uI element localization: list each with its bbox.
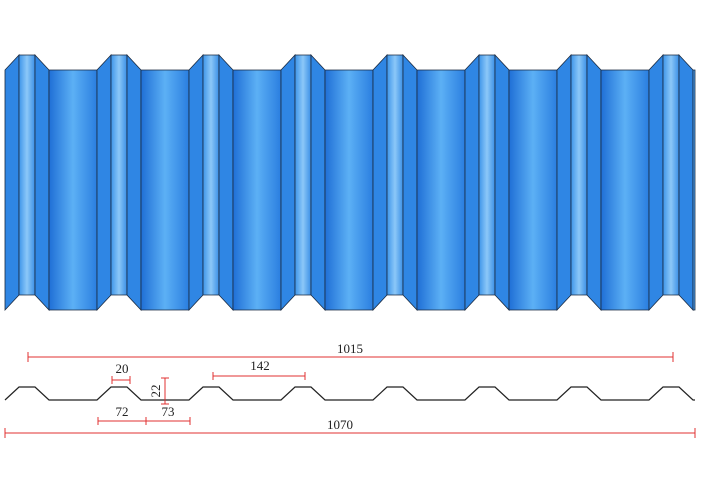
sheet-part <box>4 53 20 312</box>
dim-line <box>4 428 696 438</box>
dim-line <box>111 376 131 384</box>
sheet-part <box>188 53 204 312</box>
sheet-part <box>18 54 36 296</box>
sheet-part <box>48 69 98 311</box>
sheet-part <box>310 53 326 312</box>
sheet-part <box>478 54 496 296</box>
sheet-part <box>372 53 388 312</box>
dim-label: 72 <box>116 404 129 419</box>
sheet-part <box>218 53 234 312</box>
sheet-part <box>34 53 50 312</box>
dim-line <box>27 352 674 362</box>
sheet-part <box>110 54 128 296</box>
sheet-part <box>586 53 602 312</box>
sheet-part <box>464 53 480 312</box>
roof-sheet <box>4 53 696 312</box>
profile-line <box>4 386 695 401</box>
sheet-part <box>648 53 664 312</box>
sheet-part <box>280 53 296 312</box>
sheet-part <box>140 69 190 311</box>
dim-label: 1070 <box>327 417 353 432</box>
sheet-part <box>386 54 404 296</box>
dim-line <box>161 377 169 405</box>
dim-label: 142 <box>250 358 270 373</box>
dim-label: 20 <box>116 361 129 376</box>
sheet-part <box>294 54 312 296</box>
dim-line <box>97 417 191 425</box>
sheet-part <box>232 69 282 311</box>
sheet-part <box>662 54 680 296</box>
dim-label: 73 <box>162 404 175 419</box>
sheet-part <box>416 69 466 311</box>
sheet-part <box>556 53 572 312</box>
sheet-part <box>494 53 510 312</box>
sheet-part <box>570 54 588 296</box>
dim-label: 1015 <box>337 341 363 356</box>
sheet-part <box>324 69 374 311</box>
sheet-part <box>692 69 696 311</box>
sheet-part <box>600 69 650 311</box>
sheet-part <box>96 53 112 312</box>
dimensions: 1015 1070 142 20 22 72 73 <box>4 341 696 438</box>
sheet-part <box>402 53 418 312</box>
sheet-part <box>202 54 220 296</box>
sheet-part <box>126 53 142 312</box>
dim-line <box>212 372 306 380</box>
dim-label: 22 <box>148 385 163 398</box>
sheet-part <box>508 69 558 311</box>
sheet-part <box>678 53 694 312</box>
